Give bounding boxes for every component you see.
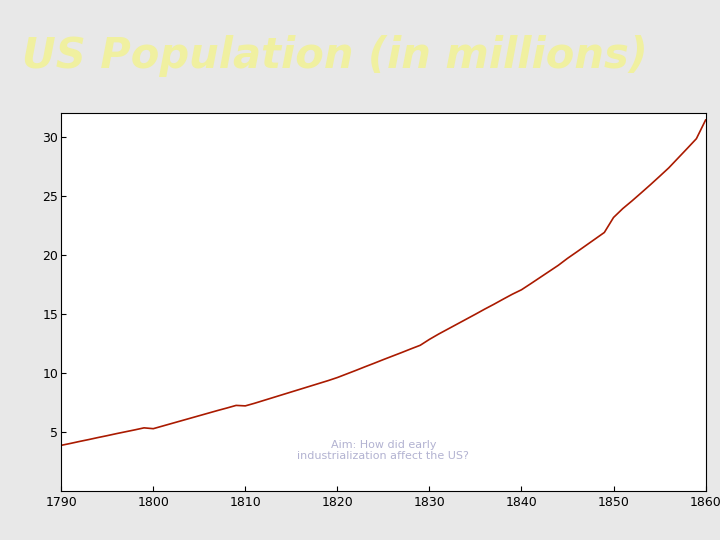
Text: US Population (in millions): US Population (in millions) bbox=[22, 35, 647, 77]
Text: Aim: How did early
industrialization affect the US?: Aim: How did early industrialization aff… bbox=[297, 440, 469, 461]
